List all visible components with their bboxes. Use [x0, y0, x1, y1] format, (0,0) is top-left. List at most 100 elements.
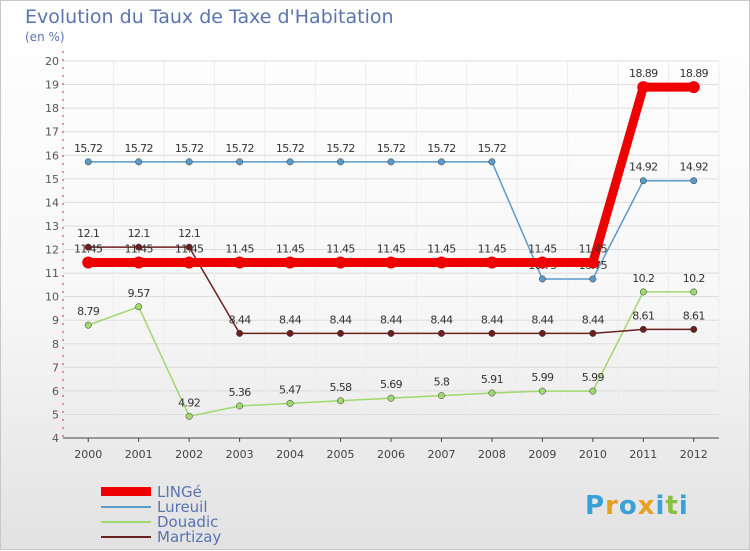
data-label: 15.72	[225, 142, 254, 155]
logo-letter: P	[585, 491, 606, 521]
legend-label-lureuil: Lureuil	[157, 498, 208, 516]
data-point	[538, 275, 546, 283]
proxiti-logo: Proxiti	[585, 491, 689, 521]
data-label: 5.69	[380, 378, 403, 391]
data-point	[132, 256, 145, 269]
data-point	[485, 256, 498, 269]
data-point	[690, 177, 698, 185]
logo-letter: r	[605, 491, 619, 521]
data-point	[637, 81, 650, 94]
data-point	[589, 329, 597, 337]
legend-item-douadic: Douadic	[101, 513, 301, 531]
data-label: 15.72	[276, 142, 305, 155]
legend-swatch-linge	[101, 487, 151, 496]
y-tick-label: 10	[45, 291, 59, 304]
data-point	[135, 303, 143, 311]
legend-swatch-martizay	[101, 536, 151, 538]
data-label: 5.8	[434, 376, 450, 389]
data-point	[334, 256, 347, 269]
data-point	[387, 158, 395, 166]
legend-label-linge: LINGé	[157, 483, 202, 501]
x-tick-label: 2003	[226, 448, 254, 461]
data-point	[690, 288, 698, 296]
data-point	[183, 256, 196, 269]
y-tick-label: 20	[45, 55, 59, 68]
data-point	[488, 389, 496, 397]
y-tick-label: 14	[45, 196, 59, 209]
data-label: 8.44	[329, 313, 352, 326]
data-point	[284, 256, 297, 269]
data-point	[337, 329, 344, 337]
data-point	[135, 158, 143, 166]
data-label: 10.2	[683, 272, 705, 285]
data-label: 15.72	[478, 142, 507, 155]
data-label: 11.45	[377, 242, 406, 255]
data-point	[185, 412, 193, 420]
data-label: 11.45	[478, 242, 507, 255]
data-label: 11.45	[528, 242, 557, 255]
data-point	[385, 256, 397, 269]
data-point	[435, 256, 448, 269]
data-point	[488, 158, 496, 166]
data-point	[82, 256, 95, 269]
data-point	[538, 329, 546, 337]
data-label: 15.72	[427, 142, 456, 155]
data-label: 12.1	[77, 227, 99, 240]
x-tick-label: 2009	[528, 448, 556, 461]
data-label: 11.45	[579, 242, 608, 255]
data-label: 5.91	[481, 373, 503, 386]
y-tick-label: 13	[45, 220, 59, 233]
data-label: 15.72	[175, 142, 204, 155]
y-tick-label: 6	[52, 385, 59, 398]
data-label: 11.45	[225, 242, 254, 255]
data-point	[589, 387, 597, 395]
data-label: 8.79	[77, 305, 100, 318]
logo-letter: o	[618, 491, 638, 521]
data-label: 18.89	[629, 67, 658, 80]
data-label: 15.72	[124, 142, 153, 155]
x-tick-label: 2007	[427, 448, 455, 461]
data-point	[236, 329, 244, 337]
logo-letter: t	[665, 491, 679, 521]
data-label: 5.99	[531, 371, 554, 384]
data-label: 8.44	[531, 313, 554, 326]
y-tick-label: 8	[52, 338, 59, 351]
data-label: 11.45	[175, 242, 204, 255]
logo-letter: i	[655, 491, 666, 521]
legend-item-linge: LINGé	[101, 483, 301, 501]
data-label: 11.45	[74, 242, 103, 255]
data-label: 8.44	[229, 313, 252, 326]
data-label: 11.45	[276, 242, 305, 255]
y-axis-unit: (en %)	[25, 30, 65, 44]
x-tick-label: 2000	[74, 448, 102, 461]
data-point	[233, 256, 246, 269]
logo-letter: x	[637, 491, 656, 521]
data-label: 8.44	[380, 313, 403, 326]
data-label: 8.61	[683, 309, 705, 322]
data-label: 11.45	[326, 242, 355, 255]
x-tick-label: 2002	[175, 448, 203, 461]
y-tick-label: 18	[45, 102, 59, 115]
data-point	[438, 392, 445, 400]
data-label: 8.61	[632, 309, 654, 322]
data-point	[690, 325, 698, 333]
data-point	[84, 158, 92, 166]
data-label: 15.72	[326, 142, 355, 155]
legend-swatch-douadic	[101, 521, 151, 523]
data-point	[236, 402, 244, 410]
y-tick-label: 17	[45, 126, 59, 139]
data-label: 8.44	[430, 313, 453, 326]
logo-letter: i	[678, 491, 689, 521]
data-point	[286, 329, 294, 337]
x-tick-label: 2011	[629, 448, 657, 461]
data-point	[488, 329, 496, 337]
x-tick-label: 2005	[327, 448, 355, 461]
data-point	[387, 329, 395, 337]
data-point	[639, 177, 647, 185]
data-point	[135, 243, 143, 251]
data-label: 8.44	[279, 313, 302, 326]
data-point	[639, 325, 647, 333]
data-label: 11.45	[427, 242, 456, 255]
data-point	[84, 321, 92, 329]
